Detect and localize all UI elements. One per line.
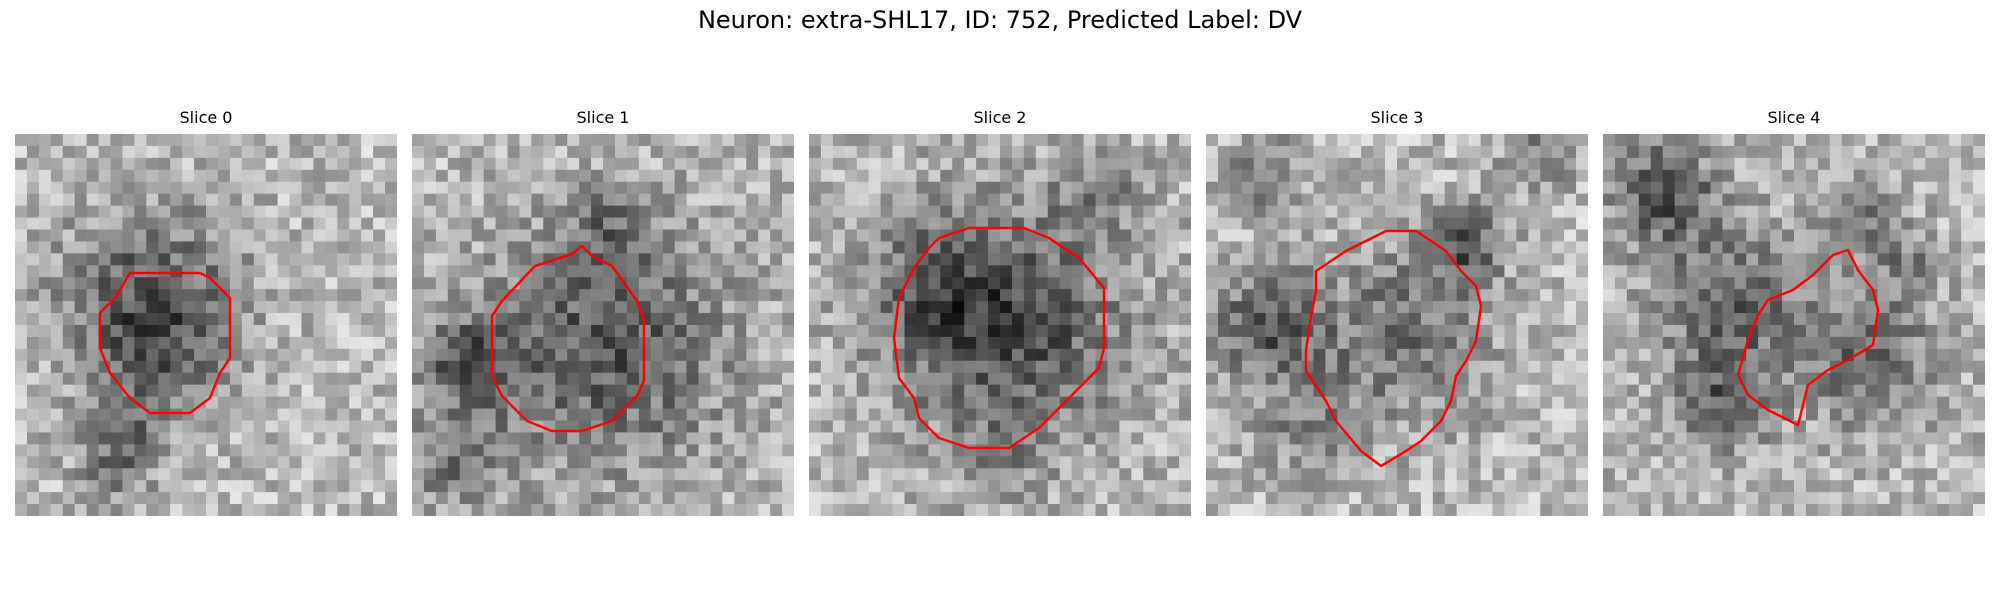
grayscale-pixels: [15, 134, 397, 516]
segmentation-contour: [1304, 229, 1483, 468]
grayscale-pixels: [412, 134, 794, 516]
segmentation-contour: [98, 271, 232, 415]
slice-image-0: [15, 134, 397, 516]
slice-image-3: [1206, 134, 1588, 516]
slice-image-4: [1603, 134, 1985, 516]
grayscale-pixels: [1603, 134, 1985, 516]
segmentation-contour: [490, 244, 646, 433]
grayscale-pixels: [809, 134, 1191, 516]
segmentation-contour: [1736, 248, 1880, 427]
slice-title-0: Slice 0: [179, 108, 233, 127]
slice-title-4: Slice 4: [1767, 108, 1821, 127]
figure-title: Neuron: extra-SHL17, ID: 752, Predicted …: [697, 6, 1303, 34]
slice-image-2: [809, 134, 1191, 516]
slice-title-3: Slice 3: [1370, 108, 1424, 127]
segmentation-contour: [892, 226, 1106, 450]
grayscale-pixels: [1206, 134, 1588, 516]
slice-title-1: Slice 1: [576, 108, 630, 127]
slice-title-2: Slice 2: [973, 108, 1027, 127]
slice-image-1: [412, 134, 794, 516]
